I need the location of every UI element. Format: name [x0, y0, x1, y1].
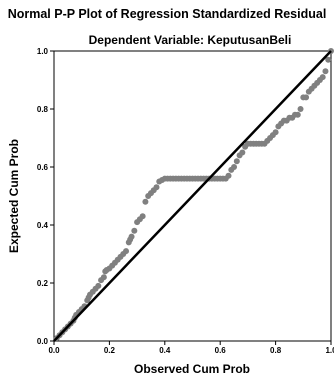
data-point	[131, 227, 138, 234]
chart-subtitle: Dependent Variable: KeputusanBeli	[89, 33, 292, 47]
data-point	[322, 68, 329, 75]
x-tick-label: 0.2	[104, 346, 116, 355]
data-point	[239, 149, 246, 156]
data-point	[128, 233, 135, 240]
data-point	[100, 274, 107, 281]
x-axis-label: Observed Cum Prob	[134, 362, 250, 376]
data-point	[123, 248, 130, 255]
data-point	[303, 94, 310, 101]
y-tick-label: 0.4	[37, 221, 49, 230]
y-tick-label: 0.0	[37, 337, 49, 346]
data-point	[225, 172, 232, 179]
y-tick-label: 0.2	[37, 279, 49, 288]
plot-area: 0.0 0.2 0.4 0.6 0.8 1.0 0.0 0.2 0.4 0.6 0.8 1.0	[37, 47, 334, 355]
x-tick-label: 1.0	[325, 346, 334, 355]
x-tick-label: 0.8	[270, 346, 282, 355]
chart-title: Normal P-P Plot of Regression Standardiz…	[8, 7, 327, 21]
data-point	[325, 56, 332, 63]
x-tick-label: 0.0	[48, 346, 60, 355]
data-point	[142, 198, 149, 205]
data-point	[153, 184, 160, 191]
y-tick-label: 0.8	[37, 105, 49, 114]
data-point	[297, 106, 304, 112]
data-point	[139, 213, 146, 220]
data-point	[294, 111, 301, 118]
data-point	[95, 282, 102, 289]
data-point	[233, 158, 240, 165]
y-tick-label: 0.6	[37, 163, 49, 172]
y-axis-label: Expected Cum Prob	[7, 139, 21, 253]
data-point	[231, 164, 238, 170]
x-tick-label: 0.6	[215, 346, 227, 355]
x-tick-label: 0.4	[159, 346, 171, 355]
data-point	[319, 74, 326, 81]
data-point	[272, 129, 279, 136]
reference-line	[53, 50, 332, 342]
y-tick-label: 1.0	[37, 47, 49, 56]
